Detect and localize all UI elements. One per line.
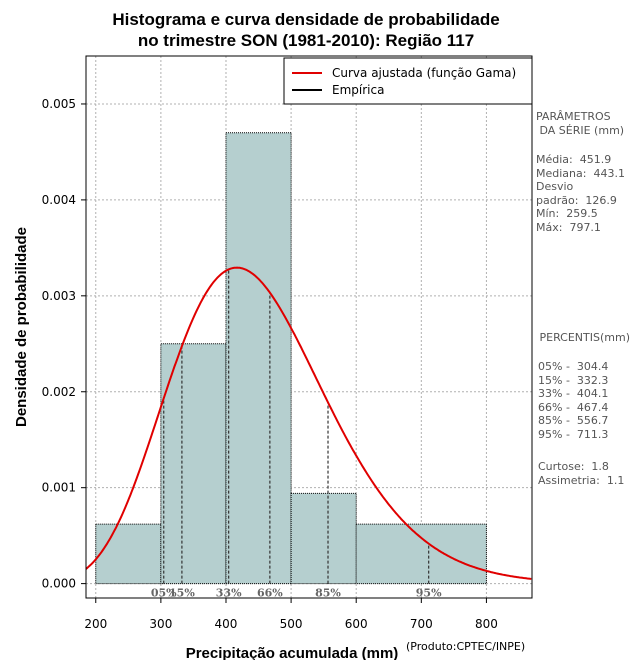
percentile-label: 85% — [315, 587, 341, 600]
histogram-bar — [95, 523, 162, 585]
x-tick-label: 600 — [345, 617, 368, 631]
percentile-label: 95% — [416, 587, 442, 600]
gamma-fit-curve — [85, 266, 532, 580]
legend: Curva ajustada (função Gama) Empírica — [283, 57, 533, 105]
y-tick-label: 0.003 — [42, 289, 76, 303]
percentis-body: 05% - 304.4 15% - 332.3 33% - 404.1 66% … — [538, 360, 609, 441]
shape-stats-body: Curtose: 1.8 Assimetria: 1.1 — [538, 460, 625, 487]
credit-label: (Produto:CPTEC/INPE) — [406, 640, 525, 653]
y-tick-label: 0.001 — [42, 481, 76, 495]
percentile-label: 33% — [216, 587, 242, 600]
legend-label: Empírica — [332, 83, 384, 97]
x-tick-label: 800 — [475, 617, 498, 631]
histogram-bar — [290, 492, 357, 585]
chart-title-line-2: no trimestre SON (1981-2010): Região 117 — [138, 31, 474, 50]
y-tick-label: 0.005 — [42, 97, 76, 111]
y-tick-label: 0.000 — [42, 577, 76, 591]
percentis-title: PERCENTIS(mm) — [536, 331, 630, 344]
percentile-label: 15% — [169, 587, 195, 600]
params-body: Média: 451.9 Mediana: 443.1 Desvio padrã… — [536, 153, 625, 234]
percentile-label: 66% — [257, 587, 283, 600]
x-tick-label: 700 — [410, 617, 433, 631]
y-tick-label: 0.004 — [42, 193, 76, 207]
x-tick-label: 500 — [280, 617, 303, 631]
legend-label: Curva ajustada (função Gama) — [332, 66, 516, 80]
x-tick-label: 300 — [149, 617, 172, 631]
histogram-bar — [160, 343, 227, 585]
x-tick-label: 200 — [84, 617, 107, 631]
x-axis-label: Precipitação acumulada (mm) — [186, 645, 399, 660]
x-tick-label: 400 — [215, 617, 238, 631]
y-tick-label: 0.002 — [42, 385, 76, 399]
chart-title-line-1: Histograma e curva densidade de probabil… — [112, 10, 499, 29]
histogram-bar — [355, 523, 487, 585]
plot-frame — [85, 55, 533, 599]
y-axis-label: Densidade de probabilidade — [13, 227, 30, 427]
histogram-bar — [225, 132, 292, 585]
legend-box — [283, 57, 533, 105]
percentile-label: 05% — [151, 587, 177, 600]
params-title: PARÂMETROS DA SÉRIE (mm) — [536, 110, 625, 137]
